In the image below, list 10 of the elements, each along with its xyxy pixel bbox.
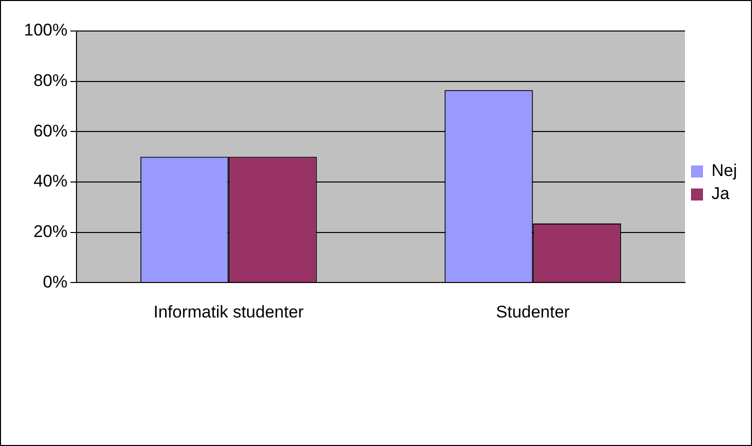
legend-label: Nej xyxy=(711,161,738,180)
y-tick-label: 80% xyxy=(33,71,68,90)
legend-label: Ja xyxy=(711,184,730,204)
y-tick-label: 40% xyxy=(33,172,68,191)
y-tick-label: 100% xyxy=(24,20,68,40)
y-tick-label: 0% xyxy=(42,272,68,292)
x-tick-label: Informatik studenter xyxy=(153,302,304,322)
y-tick-label: 20% xyxy=(33,222,68,241)
x-tick-label: Studenter xyxy=(496,302,570,322)
y-tick-label: 60% xyxy=(33,121,68,140)
